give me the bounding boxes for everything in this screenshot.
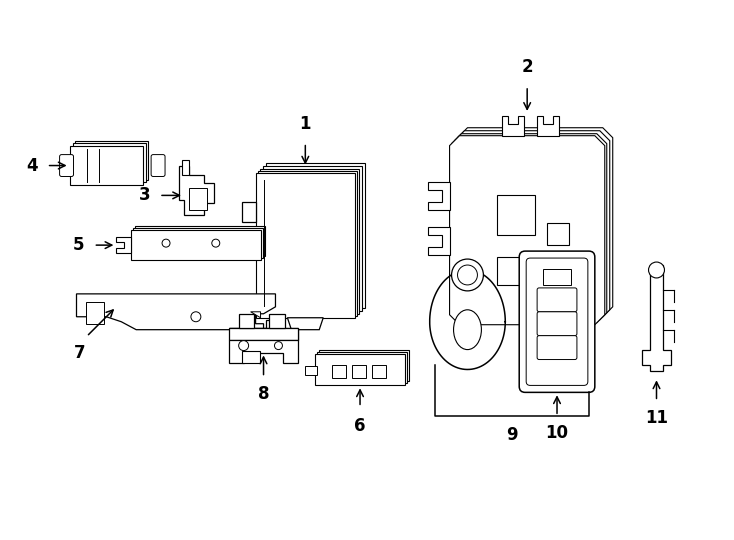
FancyBboxPatch shape [537,288,577,312]
FancyBboxPatch shape [333,364,346,379]
Text: 1: 1 [299,114,311,133]
Polygon shape [239,314,253,328]
Polygon shape [269,314,286,328]
Polygon shape [116,237,131,253]
FancyBboxPatch shape [547,223,569,245]
Text: 3: 3 [139,186,150,204]
Polygon shape [182,160,189,176]
Polygon shape [179,166,214,215]
Polygon shape [537,116,559,136]
Polygon shape [319,349,409,381]
FancyBboxPatch shape [543,269,571,285]
Polygon shape [454,131,610,320]
Polygon shape [451,134,607,323]
Polygon shape [642,265,672,372]
Polygon shape [316,354,405,386]
Text: 5: 5 [73,236,84,254]
Polygon shape [133,228,263,258]
Polygon shape [457,128,613,317]
Polygon shape [260,168,359,314]
Circle shape [239,341,249,350]
Polygon shape [449,136,605,325]
FancyBboxPatch shape [352,364,366,379]
Polygon shape [317,352,407,383]
FancyBboxPatch shape [526,258,588,386]
Polygon shape [73,143,146,183]
Text: 11: 11 [645,409,668,427]
FancyBboxPatch shape [189,188,207,210]
FancyBboxPatch shape [498,257,527,285]
Polygon shape [229,340,298,362]
Polygon shape [250,312,261,318]
Text: 7: 7 [73,343,85,362]
Polygon shape [288,318,323,330]
Polygon shape [75,140,148,180]
FancyBboxPatch shape [59,154,73,177]
Polygon shape [255,172,355,318]
Circle shape [451,259,484,291]
Circle shape [212,239,219,247]
Text: 6: 6 [355,417,366,435]
FancyBboxPatch shape [498,195,535,235]
Polygon shape [70,146,143,185]
FancyBboxPatch shape [537,312,577,336]
Ellipse shape [454,310,482,349]
Polygon shape [76,294,275,336]
Polygon shape [131,230,261,260]
FancyBboxPatch shape [305,366,317,375]
Polygon shape [229,328,298,340]
Circle shape [649,262,664,278]
Circle shape [275,342,283,349]
Text: 10: 10 [545,424,569,442]
FancyBboxPatch shape [151,154,165,177]
Polygon shape [428,183,449,210]
Polygon shape [266,163,365,308]
Polygon shape [502,116,524,136]
Polygon shape [428,227,449,255]
Text: 4: 4 [26,157,37,174]
Polygon shape [229,320,298,340]
Circle shape [457,265,477,285]
Text: 2: 2 [521,58,533,76]
Polygon shape [135,226,264,256]
FancyBboxPatch shape [519,251,595,393]
Text: 9: 9 [506,426,517,444]
Text: 8: 8 [258,386,269,403]
Polygon shape [258,171,357,316]
Circle shape [162,239,170,247]
Polygon shape [263,166,362,311]
Circle shape [191,312,201,322]
FancyBboxPatch shape [241,350,260,362]
FancyBboxPatch shape [537,336,577,360]
Polygon shape [241,202,255,222]
FancyBboxPatch shape [372,364,386,379]
FancyBboxPatch shape [87,302,104,323]
